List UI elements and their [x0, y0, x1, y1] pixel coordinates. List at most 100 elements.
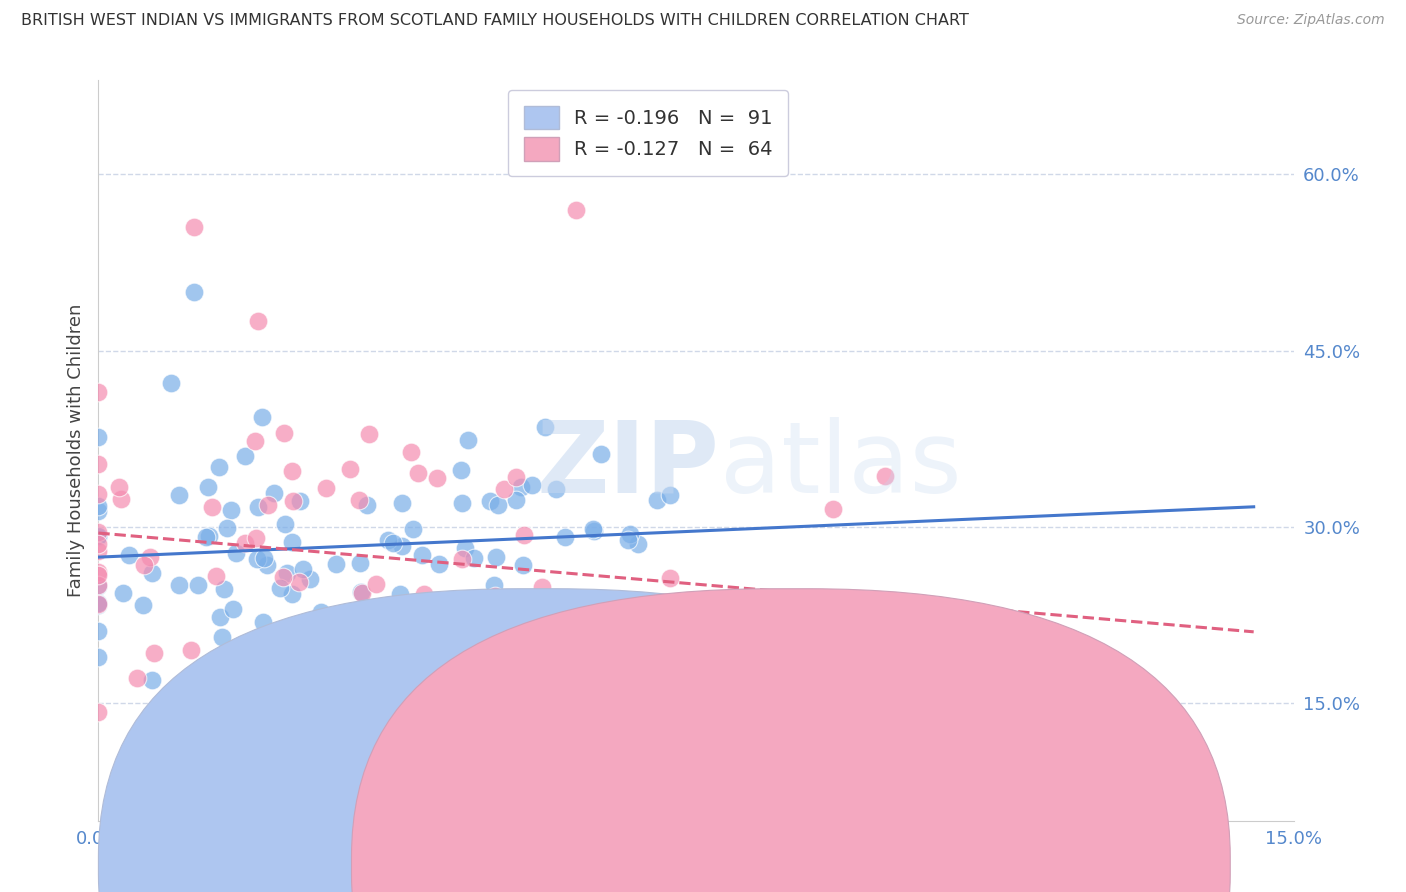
Point — [619, 527, 641, 541]
Point — [132, 558, 155, 573]
Point — [215, 521, 238, 535]
Point — [87, 536, 110, 550]
Point — [87, 597, 110, 611]
Point — [87, 598, 110, 612]
Point — [299, 572, 322, 586]
Text: ZIP: ZIP — [537, 417, 720, 514]
Point — [451, 496, 474, 510]
Point — [87, 578, 110, 592]
Point — [118, 548, 141, 562]
Point — [682, 716, 704, 731]
Point — [472, 690, 495, 704]
Point — [246, 552, 269, 566]
Point — [160, 376, 183, 390]
Point — [659, 571, 682, 585]
Point — [391, 496, 413, 510]
Point — [347, 493, 370, 508]
Point — [591, 447, 613, 461]
Point — [233, 449, 256, 463]
Point — [253, 550, 276, 565]
Point — [87, 579, 110, 593]
Point — [281, 587, 304, 601]
Point — [283, 494, 305, 508]
Point — [432, 598, 454, 612]
Point — [823, 501, 845, 516]
Point — [246, 314, 269, 328]
Point — [194, 530, 217, 544]
Point — [142, 646, 165, 660]
Point — [516, 689, 538, 703]
Point — [873, 468, 896, 483]
Text: Immigrants from Scotland: Immigrants from Scotland — [813, 856, 1029, 874]
Point — [207, 460, 229, 475]
Point — [180, 643, 202, 657]
Point — [513, 528, 536, 542]
Point — [139, 550, 162, 565]
Point — [707, 686, 730, 700]
Point — [456, 630, 478, 644]
Point — [87, 499, 110, 513]
Point — [198, 529, 221, 543]
Point — [411, 548, 433, 562]
Point — [349, 556, 371, 570]
Point — [406, 467, 429, 481]
Point — [315, 481, 337, 495]
Point — [356, 499, 378, 513]
Text: BRITISH WEST INDIAN VS IMMIGRANTS FROM SCOTLAND FAMILY HOUSEHOLDS WITH CHILDREN : BRITISH WEST INDIAN VS IMMIGRANTS FROM S… — [21, 13, 969, 29]
Point — [366, 577, 388, 591]
Point — [87, 596, 110, 610]
Point — [108, 480, 131, 494]
Point — [273, 570, 295, 584]
Point — [141, 566, 163, 581]
Point — [281, 464, 304, 478]
Point — [349, 584, 371, 599]
Point — [209, 610, 232, 624]
Point — [319, 673, 342, 687]
Point — [183, 220, 205, 235]
Point — [582, 522, 605, 536]
Point — [463, 551, 485, 566]
Point — [111, 585, 134, 599]
Point — [260, 670, 283, 684]
Point — [659, 488, 682, 502]
Point — [492, 482, 515, 496]
Legend: R = -0.196   N =  91, R = -0.127   N =  64: R = -0.196 N = 91, R = -0.127 N = 64 — [508, 90, 789, 177]
Point — [391, 539, 413, 553]
Point — [512, 558, 534, 573]
Point — [443, 692, 465, 706]
Point — [482, 578, 505, 592]
Point — [486, 498, 509, 512]
Point — [311, 605, 333, 619]
Point — [243, 434, 266, 448]
Point — [110, 491, 132, 506]
Point — [645, 493, 668, 508]
Point — [205, 569, 228, 583]
Point — [87, 384, 110, 399]
Point — [377, 533, 399, 547]
Point — [457, 433, 479, 447]
Point — [485, 549, 508, 564]
Point — [87, 544, 110, 558]
Point — [225, 546, 247, 560]
Point — [87, 429, 110, 443]
Point — [484, 589, 506, 603]
Point — [167, 578, 190, 592]
Point — [627, 537, 650, 551]
Point — [548, 698, 571, 713]
Point — [201, 500, 224, 514]
Text: Source: ZipAtlas.com: Source: ZipAtlas.com — [1237, 13, 1385, 28]
Point — [257, 498, 280, 512]
Point — [263, 486, 285, 500]
Point — [380, 665, 402, 680]
Point — [87, 524, 110, 539]
Point — [211, 630, 233, 644]
Point — [87, 487, 110, 501]
Y-axis label: Family Households with Children: Family Households with Children — [66, 304, 84, 597]
Point — [87, 529, 110, 543]
Point — [167, 488, 190, 502]
Point — [87, 565, 110, 579]
Point — [197, 480, 219, 494]
Point — [544, 482, 567, 496]
Point — [505, 493, 527, 508]
Point — [222, 601, 245, 615]
